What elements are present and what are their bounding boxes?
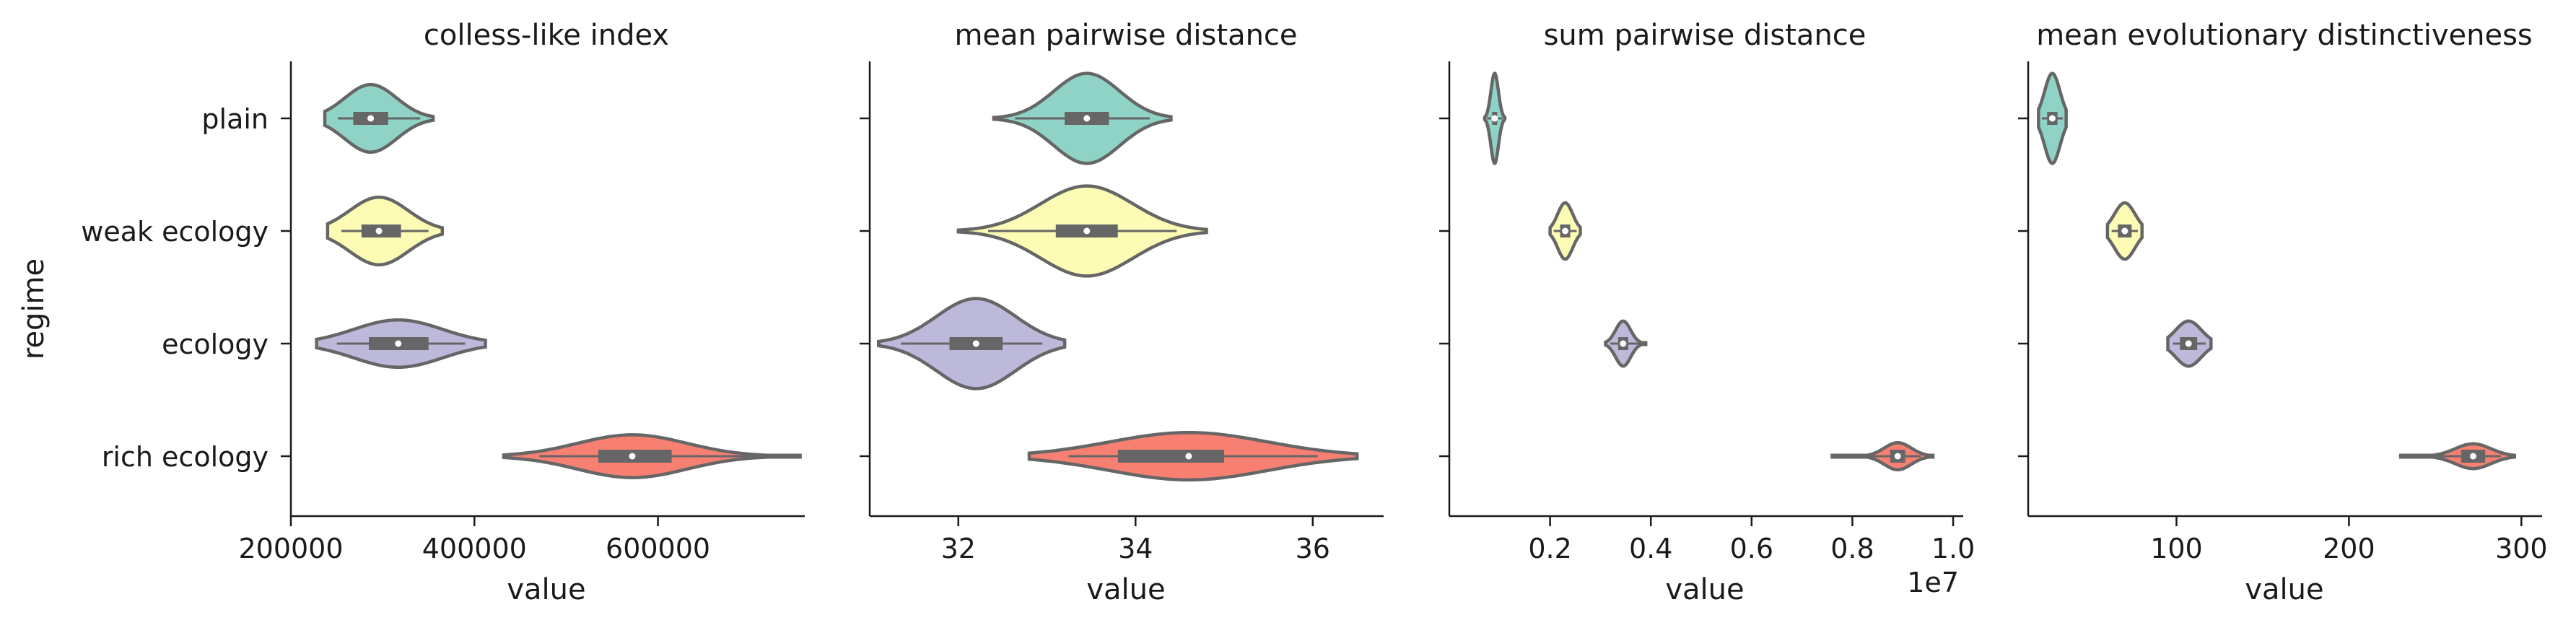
panel-3-weak-ecology-median-point [1562,227,1569,235]
panel-2-x-tick-label-0: 32 [941,533,976,564]
panel-2-title: mean pairwise distance [954,19,1297,52]
panel-4-rich-ecology-median-point [2469,453,2476,460]
panel-3-x-axis-label: value [1665,573,1744,606]
panel-2-x-axis-label: value [1086,573,1165,606]
panel-3-x-tick-label-0: 0.2 [1528,533,1571,564]
panel-1-x-axis-label: value [507,573,585,606]
panel-3-x-tick-label-4: 1.0 [1931,533,1975,564]
panel-3-title: sum pairwise distance [1544,19,1866,52]
panel-4-marks [2037,71,2517,471]
panel-4-weak-ecology-median-point [2121,227,2129,235]
panel-1-category-labels: plain weak ecology ecology rich ecology [81,103,268,473]
panel-1-rich-ecology-median-point [629,453,636,460]
panel-2-rich-ecology-median-point [1185,453,1192,460]
category-label-plain: plain [201,103,268,135]
panel-4-ticks: 100 200 300 [2018,61,2548,564]
panel-1-x-tick-label-1: 400000 [422,533,527,564]
panel-3-rich-ecology-median-point [1894,453,1901,460]
panel-3-x-tick-label-1: 0.4 [1629,533,1672,564]
panel-4: mean evolutionary distinctiveness 100 200… [2018,19,2548,606]
y-axis-label: regime [17,258,51,359]
panel-3-offset-label: 1e7 [1907,567,1959,598]
panel-2-marks [877,71,1359,482]
panel-4-ecology-median-point [2185,340,2192,347]
panel-3: sum pairwise distance 0.2 0.4 0.6 0.8 1.0 va… [1439,19,1975,606]
panel-4-plain-median-point [2048,115,2056,122]
panel-1-x-tick-label-0: 200000 [238,533,343,564]
panel-3-plain-median-point [1491,115,1498,122]
panel-3-ticks: 0.2 0.4 0.6 0.8 1.0 [1439,61,1975,564]
panel-1-title: colless-like index [424,19,669,52]
panel-1-ticks: 200000 400000 600000 [238,61,805,564]
panel-3-x-tick-label-3: 0.8 [1830,533,1874,564]
panel-4-x-tick-label-0: 100 [2150,533,2203,564]
panel-2-weak-ecology-median-point [1083,227,1091,235]
panel-4-title: mean evolutionary distinctiveness [2036,19,2533,52]
panel-4-x-tick-label-1: 200 [2323,533,2375,564]
panel-4-x-tick-label-2: 300 [2495,533,2548,564]
panel-1-x-tick-label-2: 600000 [606,533,710,564]
panel-2-ticks: 32 34 36 [860,61,1384,564]
category-label-ecology: ecology [162,328,268,360]
panel-2-x-tick-label-1: 34 [1118,533,1153,564]
panel-4-x-axis-label: value [2245,573,2323,606]
category-label-rich-ecology: rich ecology [102,441,268,473]
panel-1-weak-ecology-median-point [375,227,383,235]
panel-1-plain-median-point [367,115,375,122]
panel-1-marks [315,82,802,479]
panel-3-ecology-median-point [1620,340,1627,347]
category-label-weak-ecology: weak ecology [81,216,268,248]
panel-2-ecology-median-point [972,340,979,347]
panel-2-rich-ecology-iqr-box [1117,450,1225,463]
panel-1-ecology-median-point [395,340,402,347]
panel-1: colless-like index 200000 400000 600000 pl… [81,19,805,606]
panel-3-marks [1483,71,1935,471]
panel-2: mean pairwise distance 32 34 36 value [860,19,1384,606]
panel-2-plain-median-point [1083,115,1091,122]
panel-2-x-tick-label-2: 36 [1296,533,1330,564]
panel-3-x-tick-label-2: 0.6 [1730,533,1773,564]
